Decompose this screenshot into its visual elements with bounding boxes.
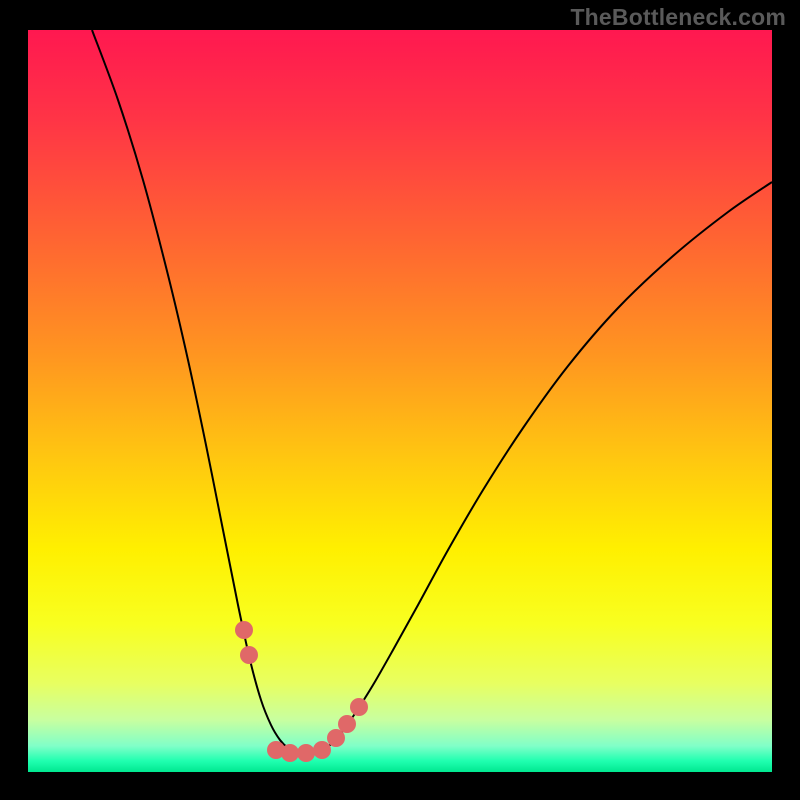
gradient-background [28, 30, 772, 772]
marker-dot [338, 715, 356, 733]
marker-dot [240, 646, 258, 664]
plot-area [28, 30, 772, 772]
marker-dot [235, 621, 253, 639]
marker-dot [313, 741, 331, 759]
plot-svg [28, 30, 772, 772]
marker-dot [297, 744, 315, 762]
chart-container: TheBottleneck.com [0, 0, 800, 800]
marker-dot [350, 698, 368, 716]
marker-dot [281, 744, 299, 762]
marker-dot [327, 729, 345, 747]
watermark-text: TheBottleneck.com [570, 4, 786, 31]
